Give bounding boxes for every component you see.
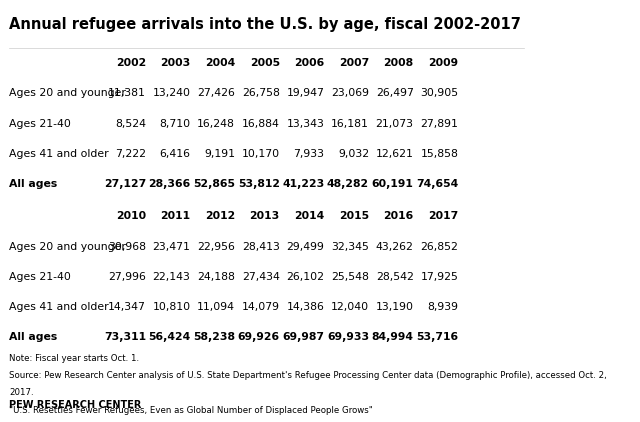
Text: 16,884: 16,884 <box>242 119 280 129</box>
Text: 28,413: 28,413 <box>242 241 280 252</box>
Text: 26,102: 26,102 <box>286 272 324 282</box>
Text: 74,654: 74,654 <box>416 179 458 189</box>
Text: 9,191: 9,191 <box>204 149 235 159</box>
Text: 2007: 2007 <box>339 58 369 68</box>
Text: 27,127: 27,127 <box>104 179 146 189</box>
Text: 14,079: 14,079 <box>242 302 280 312</box>
Text: 12,621: 12,621 <box>376 149 413 159</box>
Text: 32,345: 32,345 <box>331 241 369 252</box>
Text: 13,190: 13,190 <box>376 302 413 312</box>
Text: 43,262: 43,262 <box>376 241 413 252</box>
Text: 8,524: 8,524 <box>115 119 146 129</box>
Text: 26,758: 26,758 <box>242 89 280 98</box>
Text: 69,926: 69,926 <box>237 332 280 342</box>
Text: 11,381: 11,381 <box>108 89 146 98</box>
Text: 10,810: 10,810 <box>152 302 191 312</box>
Text: 28,542: 28,542 <box>376 272 413 282</box>
Text: All ages: All ages <box>10 332 58 342</box>
Text: 22,143: 22,143 <box>153 272 191 282</box>
Text: 23,471: 23,471 <box>153 241 191 252</box>
Text: 7,933: 7,933 <box>293 149 324 159</box>
Text: 2011: 2011 <box>161 211 191 222</box>
Text: 26,852: 26,852 <box>420 241 458 252</box>
Text: 21,073: 21,073 <box>376 119 413 129</box>
Text: 7,222: 7,222 <box>115 149 146 159</box>
Text: 14,386: 14,386 <box>287 302 324 312</box>
Text: 69,987: 69,987 <box>282 332 324 342</box>
Text: Ages 21-40: Ages 21-40 <box>10 119 71 129</box>
Text: 24,188: 24,188 <box>197 272 235 282</box>
Text: Ages 41 and older: Ages 41 and older <box>10 302 109 312</box>
Text: 2006: 2006 <box>294 58 324 68</box>
Text: 2014: 2014 <box>294 211 324 222</box>
Text: 16,248: 16,248 <box>197 119 235 129</box>
Text: 41,223: 41,223 <box>282 179 324 189</box>
Text: 2008: 2008 <box>383 58 413 68</box>
Text: 8,710: 8,710 <box>159 119 191 129</box>
Text: 2017: 2017 <box>428 211 458 222</box>
Text: 2013: 2013 <box>250 211 280 222</box>
Text: Ages 20 and younger: Ages 20 and younger <box>10 241 126 252</box>
Text: Ages 41 and older: Ages 41 and older <box>10 149 109 159</box>
Text: 19,947: 19,947 <box>287 89 324 98</box>
Text: 13,343: 13,343 <box>287 119 324 129</box>
Text: 2005: 2005 <box>250 58 280 68</box>
Text: 10,170: 10,170 <box>242 149 280 159</box>
Text: 2003: 2003 <box>160 58 191 68</box>
Text: 53,812: 53,812 <box>238 179 280 189</box>
Text: 2002: 2002 <box>116 58 146 68</box>
Text: 17,925: 17,925 <box>420 272 458 282</box>
Text: 13,240: 13,240 <box>152 89 191 98</box>
Text: Annual refugee arrivals into the U.S. by age, fiscal 2002-2017: Annual refugee arrivals into the U.S. by… <box>10 16 522 32</box>
Text: 27,426: 27,426 <box>197 89 235 98</box>
Text: Source: Pew Research Center analysis of U.S. State Department's Refugee Processi: Source: Pew Research Center analysis of … <box>10 371 607 380</box>
Text: 2004: 2004 <box>205 58 235 68</box>
Text: 15,858: 15,858 <box>420 149 458 159</box>
Text: 11,094: 11,094 <box>197 302 235 312</box>
Text: 60,191: 60,191 <box>372 179 413 189</box>
Text: 27,996: 27,996 <box>108 272 146 282</box>
Text: 6,416: 6,416 <box>159 149 191 159</box>
Text: Ages 21-40: Ages 21-40 <box>10 272 71 282</box>
Text: 25,548: 25,548 <box>331 272 369 282</box>
Text: 2012: 2012 <box>205 211 235 222</box>
Text: Note: Fiscal year starts Oct. 1.: Note: Fiscal year starts Oct. 1. <box>10 354 140 363</box>
Text: Ages 20 and younger: Ages 20 and younger <box>10 89 126 98</box>
Text: 30,968: 30,968 <box>108 241 146 252</box>
Text: 26,497: 26,497 <box>376 89 413 98</box>
Text: "U.S. Resettles Fewer Refugees, Even as Global Number of Displaced People Grows": "U.S. Resettles Fewer Refugees, Even as … <box>10 406 373 415</box>
Text: 53,716: 53,716 <box>416 332 458 342</box>
Text: 69,933: 69,933 <box>327 332 369 342</box>
Text: All ages: All ages <box>10 179 58 189</box>
Text: 30,905: 30,905 <box>420 89 458 98</box>
Text: 52,865: 52,865 <box>193 179 235 189</box>
Text: 2010: 2010 <box>116 211 146 222</box>
Text: 2017.: 2017. <box>10 389 34 398</box>
Text: PEW RESEARCH CENTER: PEW RESEARCH CENTER <box>10 400 142 410</box>
Text: 73,311: 73,311 <box>104 332 146 342</box>
Text: 27,434: 27,434 <box>242 272 280 282</box>
Text: 58,238: 58,238 <box>193 332 235 342</box>
Text: 2015: 2015 <box>339 211 369 222</box>
Text: 16,181: 16,181 <box>331 119 369 129</box>
Text: 14,347: 14,347 <box>108 302 146 312</box>
Text: 8,939: 8,939 <box>428 302 458 312</box>
Text: 12,040: 12,040 <box>331 302 369 312</box>
Text: 2009: 2009 <box>428 58 458 68</box>
Text: 9,032: 9,032 <box>338 149 369 159</box>
Text: 23,069: 23,069 <box>331 89 369 98</box>
Text: 27,891: 27,891 <box>420 119 458 129</box>
Text: 22,956: 22,956 <box>197 241 235 252</box>
Text: 2016: 2016 <box>383 211 413 222</box>
Text: 56,424: 56,424 <box>148 332 191 342</box>
Text: 48,282: 48,282 <box>327 179 369 189</box>
Text: 28,366: 28,366 <box>148 179 191 189</box>
Text: 84,994: 84,994 <box>372 332 413 342</box>
Text: 29,499: 29,499 <box>287 241 324 252</box>
